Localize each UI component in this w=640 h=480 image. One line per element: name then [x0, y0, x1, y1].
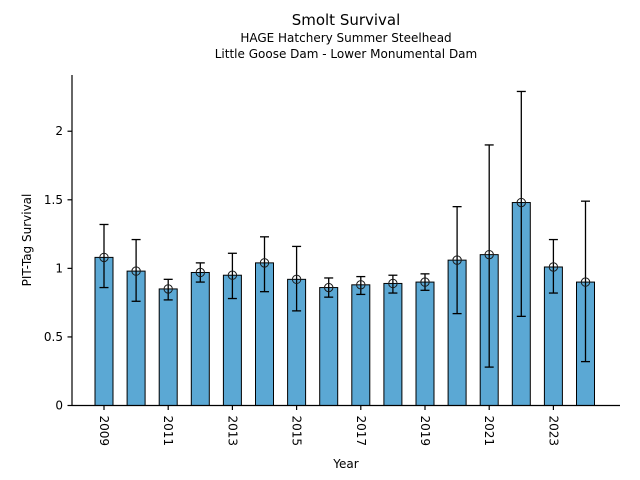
x-tick-label-2023: 2023 — [546, 416, 560, 447]
data-marker-2018 — [388, 278, 398, 289]
data-marker-2012 — [195, 267, 206, 278]
y-tick-label-1.5: 1.5 — [44, 193, 63, 207]
x-tick-label-2019: 2019 — [418, 416, 432, 447]
x-tick-label-2017: 2017 — [354, 416, 368, 447]
bar-2012 — [190, 271, 210, 406]
data-marker-2010 — [131, 266, 141, 276]
data-marker-2013 — [227, 270, 238, 280]
x-tick-label-2021: 2021 — [482, 416, 496, 447]
y-tick-label-0.5: 0.5 — [44, 330, 63, 344]
data-marker-2015 — [291, 274, 302, 285]
bar-2018 — [383, 282, 403, 406]
chart-subtitle-line1: HAGE Hatchery Summer Steelhead — [240, 31, 452, 45]
data-marker-2021 — [484, 249, 494, 260]
bar-2019 — [415, 281, 435, 406]
x-axis-label: Year — [333, 457, 359, 471]
y-tick-label-0: 0 — [55, 399, 63, 413]
data-marker-2016 — [324, 282, 334, 293]
data-marker-2023 — [548, 262, 559, 272]
x-tick-label-2013: 2013 — [225, 416, 239, 447]
chart-subtitle-line2: Little Goose Dam - Lower Monumental Dam — [214, 47, 478, 61]
data-marker-2009 — [99, 252, 109, 263]
x-tick-label-2009: 2009 — [97, 416, 111, 447]
data-marker-2017 — [356, 280, 366, 290]
y-tick-label-2: 2 — [55, 124, 63, 138]
x-tick-label-2011: 2011 — [161, 416, 175, 447]
data-marker-2011 — [163, 284, 173, 294]
y-tick-label-1: 1 — [55, 261, 63, 275]
bar-2016 — [319, 287, 339, 406]
data-marker-2024 — [580, 277, 591, 287]
data-marker-2022 — [516, 197, 526, 208]
data-marker-2020 — [452, 255, 462, 265]
x-tick-label-2015: 2015 — [290, 416, 304, 447]
data-marker-2019 — [420, 277, 430, 287]
bar-2011 — [158, 288, 178, 407]
bar-2017 — [351, 284, 371, 406]
chart-title: Smolt Survival — [291, 11, 401, 29]
data-marker-2014 — [259, 258, 270, 268]
